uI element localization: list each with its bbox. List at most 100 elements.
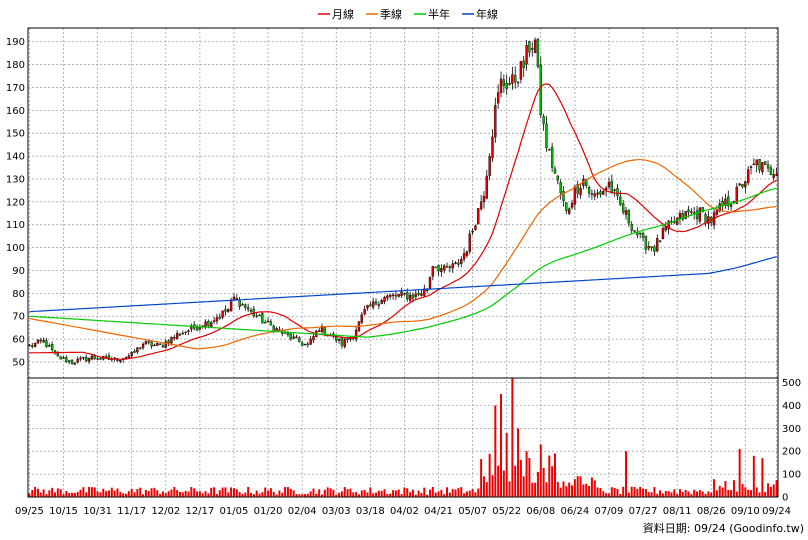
volume-bar (227, 492, 230, 497)
volume-bar (437, 491, 440, 497)
volume-bar (278, 490, 281, 497)
candle-body (579, 188, 582, 196)
volume-bar (710, 492, 713, 497)
date-tick-label: 01/05 (220, 506, 249, 517)
volume-bar (443, 494, 446, 497)
candle-body (630, 224, 633, 231)
volume-bar (605, 493, 608, 497)
candle-body (704, 214, 707, 224)
volume-bar (500, 394, 503, 497)
candle-body (621, 203, 625, 213)
candle-body (241, 304, 244, 306)
volume-bar (113, 490, 116, 497)
candle-body (73, 362, 77, 365)
candle-body (576, 184, 579, 194)
candle-body (528, 41, 531, 53)
candle-body (298, 337, 301, 342)
candle-body (499, 78, 503, 93)
date-tick-label: 11/17 (117, 506, 146, 517)
volume-bar (303, 494, 306, 497)
volume-bar (105, 491, 108, 497)
candle-body (303, 343, 307, 346)
volume-bar (735, 491, 738, 497)
volume-bar (252, 494, 255, 497)
data-credit: 資料日期: 09/24 (Goodinfo.tw) (643, 521, 804, 535)
volume-bar (713, 479, 716, 497)
legend-label-0: 月線 (332, 7, 354, 21)
volume-bar (51, 487, 54, 497)
volume-bar (480, 459, 483, 497)
volume-bar (559, 487, 562, 497)
candle-body (320, 325, 324, 333)
candle-body (744, 181, 747, 188)
candle-body (212, 320, 216, 322)
volume-bar (593, 480, 596, 497)
volume-bars (28, 378, 778, 497)
candle-body (295, 336, 298, 339)
volume-bar (372, 493, 375, 497)
candle-body (749, 166, 753, 168)
volume-bar (42, 489, 45, 497)
volume-bar (556, 481, 559, 497)
date-tick-label: 05/22 (492, 506, 521, 517)
candle-body (454, 262, 457, 265)
volume-bar (698, 490, 701, 497)
date-tick-label: 10/31 (83, 506, 112, 517)
candle-body (729, 204, 733, 207)
candle-body (400, 291, 403, 296)
candle-body (627, 209, 631, 224)
candle-body (386, 295, 389, 299)
candle-body (772, 174, 775, 178)
candle-body (553, 168, 557, 174)
candle-body (701, 207, 704, 213)
legend-label-3: 年線 (476, 7, 498, 21)
candle-body (42, 340, 45, 343)
candle-body (56, 353, 60, 357)
candle-body (136, 347, 139, 353)
candle-body (346, 338, 349, 340)
plot-border (27, 27, 779, 498)
candle-body (411, 294, 415, 299)
volume-bar (573, 479, 576, 497)
candle-body (36, 339, 40, 344)
volume-bar (659, 490, 662, 497)
moving-averages (29, 83, 777, 360)
volume-bar (474, 492, 477, 497)
volume-bar (707, 491, 710, 497)
candle-body (604, 187, 608, 191)
candle-body (369, 304, 372, 307)
volume-bar (767, 483, 770, 497)
volume-bar (156, 490, 159, 497)
volume-bar (48, 490, 51, 497)
volume-bar (721, 487, 724, 497)
volume-bar (411, 489, 414, 497)
candle-body (275, 328, 278, 331)
volume-bar (102, 488, 105, 497)
candle-body (769, 167, 773, 175)
candle-body (87, 358, 91, 362)
date-axis-labels: 09/25 10/15 10/31 11/17 12/02 12/17 01/05 01/20… (15, 506, 791, 517)
candle-body (488, 156, 491, 176)
volume-bar (363, 489, 366, 497)
candle-body (619, 196, 622, 206)
volume-bar (181, 492, 184, 497)
volume-bar (616, 488, 619, 497)
volume-bar (125, 493, 128, 497)
candle-body (261, 313, 264, 324)
volume-bar (230, 487, 233, 497)
price-tick-label: 100 (6, 243, 25, 254)
volume-bar (31, 489, 34, 497)
candle-body (366, 305, 369, 309)
volume-bar (687, 491, 690, 497)
grid-lines (28, 28, 778, 497)
volume-bar (431, 486, 434, 497)
candle-body (317, 330, 321, 332)
volume-bar (244, 492, 247, 497)
chart-legend: 月線 季線 半年 年線 (318, 7, 498, 21)
candle-body (45, 340, 48, 347)
price-tick-label: 190 (6, 37, 25, 48)
candle-body (124, 357, 128, 359)
candle-body (380, 299, 383, 304)
volume-bar (62, 494, 65, 497)
volume-bar (349, 488, 352, 497)
